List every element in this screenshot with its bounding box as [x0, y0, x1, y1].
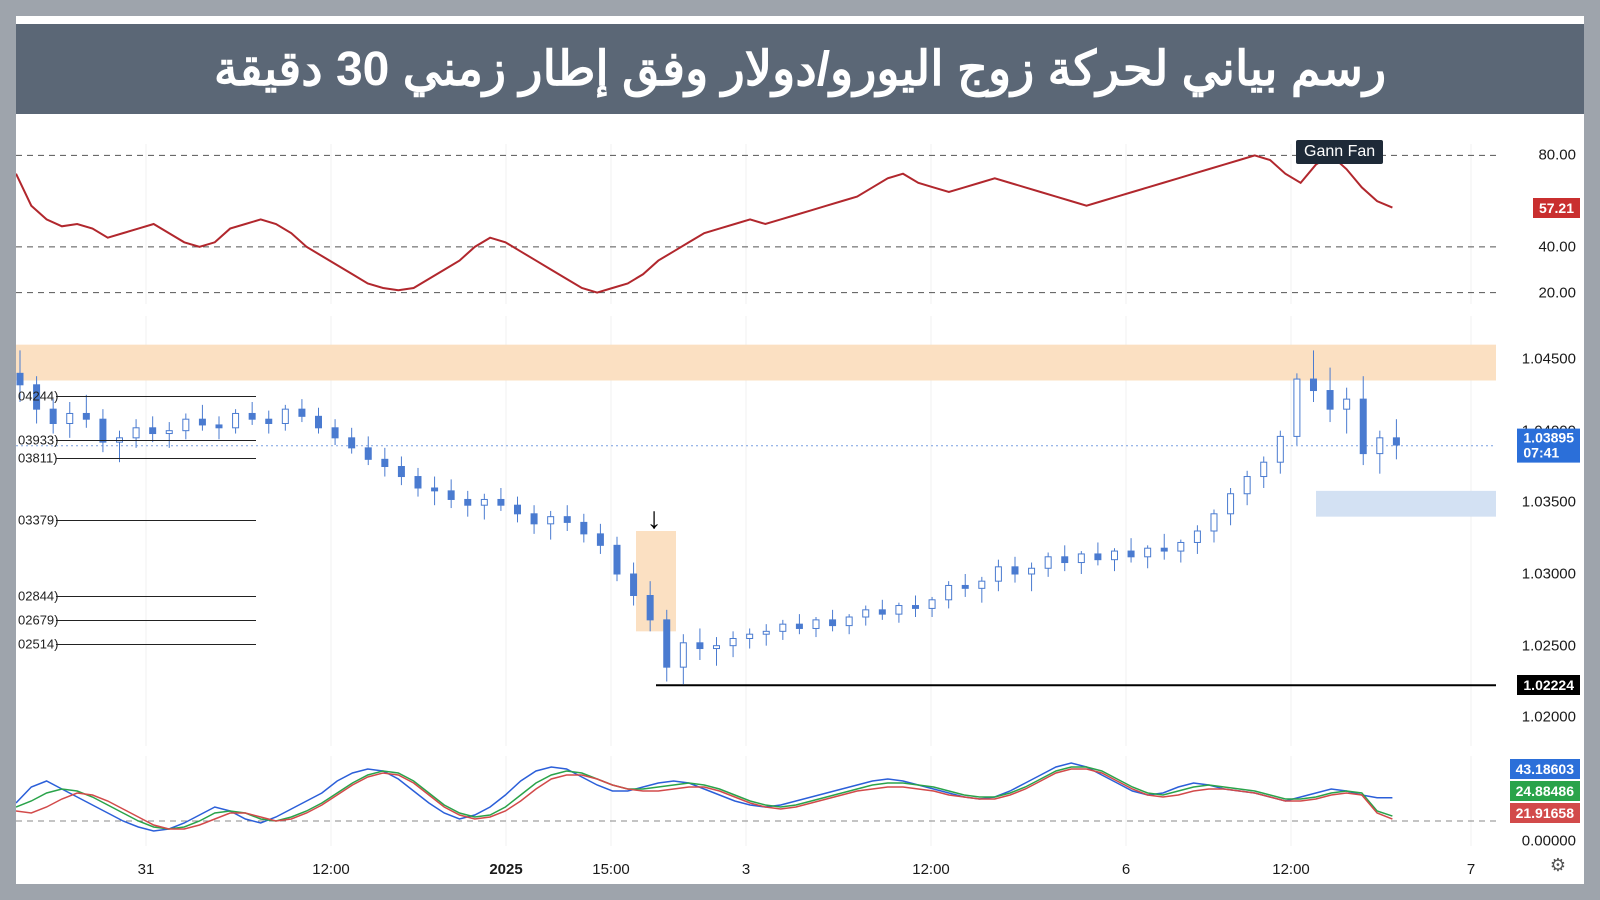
rsi-pane[interactable]: 20.0040.0080.0057.21 Gann Fan: [16, 144, 1584, 304]
down-arrow-icon: ↓: [647, 502, 662, 536]
candlestick-chart: [16, 316, 1496, 746]
price-pane[interactable]: 1.020001.025001.030001.035001.040001.045…: [16, 316, 1584, 746]
rsi-y-axis: 20.0040.0080.0057.21: [1496, 144, 1584, 304]
stochastic-chart: [16, 756, 1496, 846]
settings-icon[interactable]: ⚙: [1550, 855, 1566, 876]
gann-fan-label: Gann Fan: [1296, 140, 1383, 164]
stochastic-pane[interactable]: 0.0000050.0000075.0000043.1860324.884862…: [16, 756, 1584, 846]
price-y-axis: 1.020001.025001.030001.035001.040001.045…: [1496, 316, 1584, 746]
time-axis: 3112:00202515:00312:00612:007: [16, 854, 1584, 884]
stochastic-y-axis: 0.0000050.0000075.0000043.1860324.884862…: [1496, 756, 1584, 846]
rsi-line-chart: [16, 144, 1496, 304]
chart-title: رسم بياني لحركة زوج اليورو/دولار وفق إطا…: [16, 24, 1584, 114]
